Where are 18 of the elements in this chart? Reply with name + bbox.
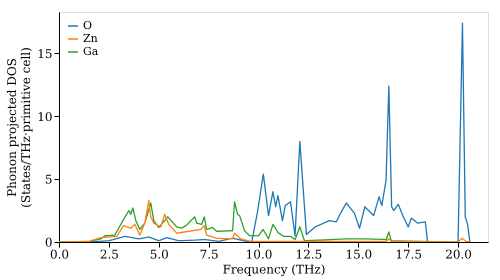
x-tick-label: 5.0 [150,248,169,262]
y-tick-label: 15 [37,46,52,61]
y-tick-label: 5 [44,172,52,187]
legend-label: Zn [83,32,98,45]
y-tick-label: 10 [37,110,52,124]
x-tick-label: 10.0 [246,248,272,262]
x-tick-label: 0.0 [50,248,70,262]
x-tick-label: 20.0 [445,248,472,262]
x-tick-label: 7.5 [200,248,219,262]
x-tick-label: 12.5 [296,248,322,262]
x-tick-label: 15.0 [345,248,372,262]
x-tick-label: 17.5 [395,248,422,262]
x-axis-title: Frequency (THz) [222,262,326,276]
legend-label: Ga [83,45,99,58]
legend-label: O [83,19,92,32]
y-axis-title: Phonon projected DOS (States/THz·primitive cell) [5,47,34,208]
x-tick-label: 2.5 [100,248,119,262]
y-tick-label: 0 [44,236,52,250]
